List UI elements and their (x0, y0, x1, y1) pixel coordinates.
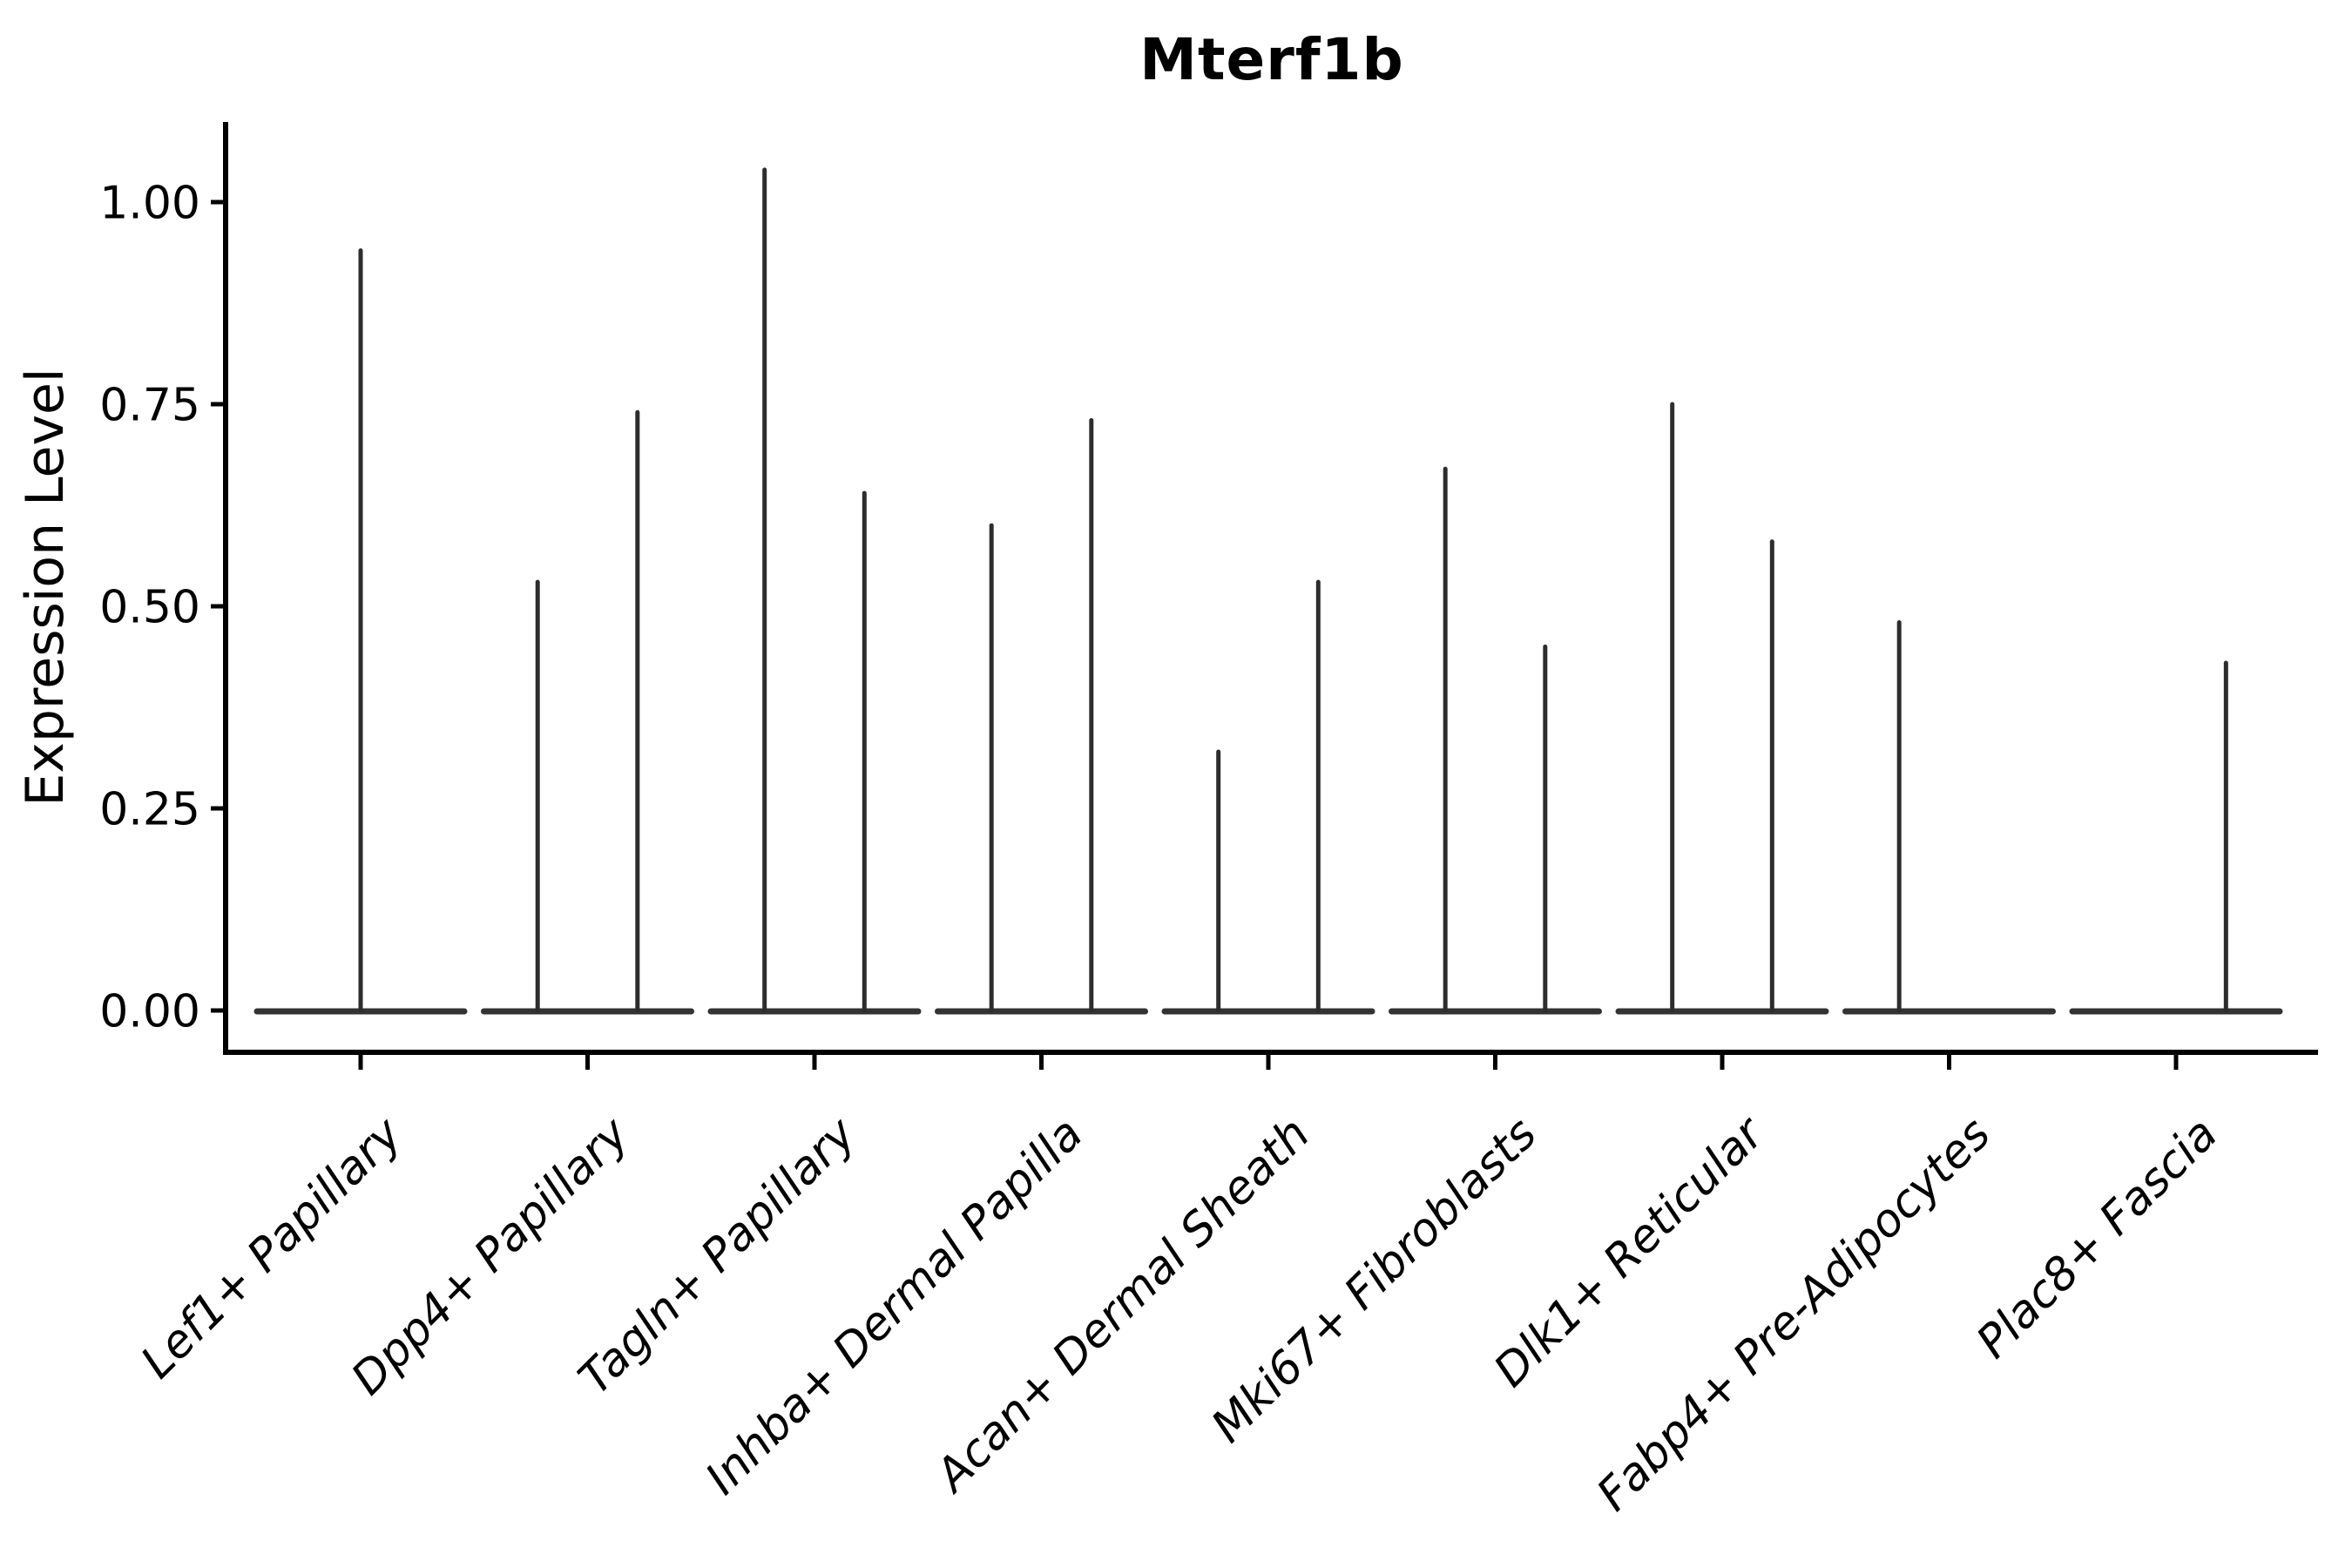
x-tick-label: Acan+ Dermal Sheath (924, 1108, 1320, 1504)
y-axis-label: Expression Level (15, 368, 76, 806)
x-tick-label: Plac8+ Fascia (1967, 1108, 2227, 1369)
axis-spines (223, 122, 2318, 1055)
y-tick-label: 1.00 (99, 178, 200, 230)
y-tick-label: 0.25 (99, 784, 200, 836)
chart-title: Mterf1b (1139, 26, 1404, 93)
y-tick-label: 0.50 (99, 582, 200, 634)
x-tick-label: Fabp4+ Pre-Adipocytes (1587, 1108, 2001, 1522)
y-tick-label: 0.75 (99, 380, 200, 432)
x-tick-label: Inhba+ Dermal Papilla (696, 1108, 1093, 1505)
y-tick-label: 0.00 (99, 986, 200, 1038)
